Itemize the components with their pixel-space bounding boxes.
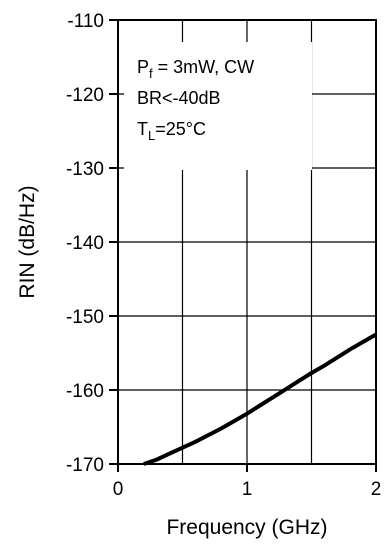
y-tick-label: -120 [66,85,104,106]
annotation-line-3: TL=25°C [137,119,206,143]
x-tick-label: 0 [113,479,124,500]
y-tick-label: -110 [67,11,104,32]
x-tick-label: 2 [371,479,382,500]
annotation-box-bg [124,42,312,170]
y-tick-label: -150 [66,307,104,328]
y-tick-label: -140 [66,233,104,254]
y-tick-label: -160 [66,381,104,402]
tick-labels: -110 -120 -130 -140 -150 -160 -170 0 1 2 [66,11,381,500]
series-line [143,332,377,466]
y-axis-label: RIN (dB/Hz) [16,185,39,298]
y-tick-label: -170 [66,455,104,476]
tick-marks [109,19,377,472]
y-tick-label: -130 [66,159,104,180]
x-tick-label: 1 [242,479,253,500]
annotation-line-2: BR<-40dB [137,88,221,108]
x-axis-label: Frequency (GHz) [166,516,327,539]
annotation-line-1: Pf = 3mW, CW [137,57,254,81]
